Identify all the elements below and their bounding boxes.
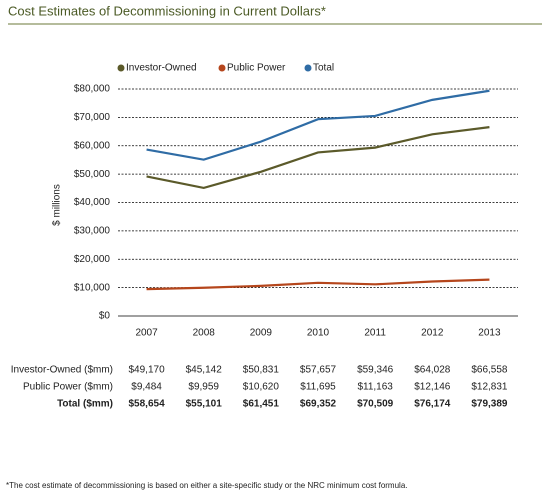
table-row-label: Investor-Owned ($mm): [11, 365, 113, 376]
table-cell: $61,451: [243, 399, 280, 410]
y-tick-label: $0: [99, 311, 111, 322]
x-tick-label: 2007: [135, 328, 158, 339]
y-tick-label: $20,000: [74, 254, 111, 265]
legend-label: Total: [313, 63, 334, 74]
table-cell: $9,959: [188, 382, 219, 393]
chart-title: Cost Estimates of Decommissioning in Cur…: [8, 3, 326, 18]
legend-marker: [304, 64, 312, 72]
table-cell: $58,654: [128, 399, 165, 410]
legend-marker: [218, 64, 226, 72]
table-cell: $64,028: [414, 365, 451, 376]
x-tick-label: 2008: [193, 328, 216, 339]
y-tick-label: $40,000: [74, 197, 111, 208]
x-tick-label: 2009: [250, 328, 273, 339]
y-tick-label: $60,000: [74, 140, 111, 151]
table-cell: $12,146: [414, 382, 451, 393]
y-axis-label: $ millions: [52, 184, 63, 226]
x-tick-label: 2010: [307, 328, 330, 339]
table-cell: $50,831: [243, 365, 280, 376]
table-cell: $49,170: [128, 365, 165, 376]
table-cell: $57,657: [300, 365, 337, 376]
y-tick-label: $10,000: [74, 282, 111, 293]
x-tick-label: 2013: [478, 328, 501, 339]
table-cell: $9,484: [131, 382, 162, 393]
table-cell: $11,695: [300, 382, 336, 393]
y-tick-label: $80,000: [74, 84, 111, 95]
table-cell: $10,620: [243, 382, 280, 393]
legend-label: Investor-Owned: [126, 63, 197, 74]
table-cell: $55,101: [186, 399, 223, 410]
y-tick-label: $30,000: [74, 226, 111, 237]
y-tick-label: $70,000: [74, 112, 111, 123]
table-cell: $59,346: [357, 365, 394, 376]
table-cell: $66,558: [471, 365, 508, 376]
y-tick-label: $50,000: [74, 169, 111, 180]
table-cell: $70,509: [357, 399, 394, 410]
table-cell: $69,352: [300, 399, 337, 410]
series-line: [146, 126, 490, 190]
footnote: *The cost estimate of decommissioning is…: [6, 481, 408, 490]
table-cell: $11,163: [357, 382, 393, 393]
table-row-label: Total ($mm): [57, 399, 113, 410]
table-cell: $12,831: [471, 382, 508, 393]
table-cell: $79,389: [471, 399, 508, 410]
table-row-label: Public Power ($mm): [23, 382, 113, 393]
series-line: [146, 278, 490, 291]
table-cell: $45,142: [186, 365, 223, 376]
legend-marker: [117, 64, 125, 72]
legend-label: Public Power: [227, 63, 286, 74]
series-line: [146, 89, 490, 161]
x-tick-label: 2011: [364, 328, 386, 339]
x-tick-label: 2012: [421, 328, 444, 339]
table-cell: $76,174: [414, 399, 451, 410]
